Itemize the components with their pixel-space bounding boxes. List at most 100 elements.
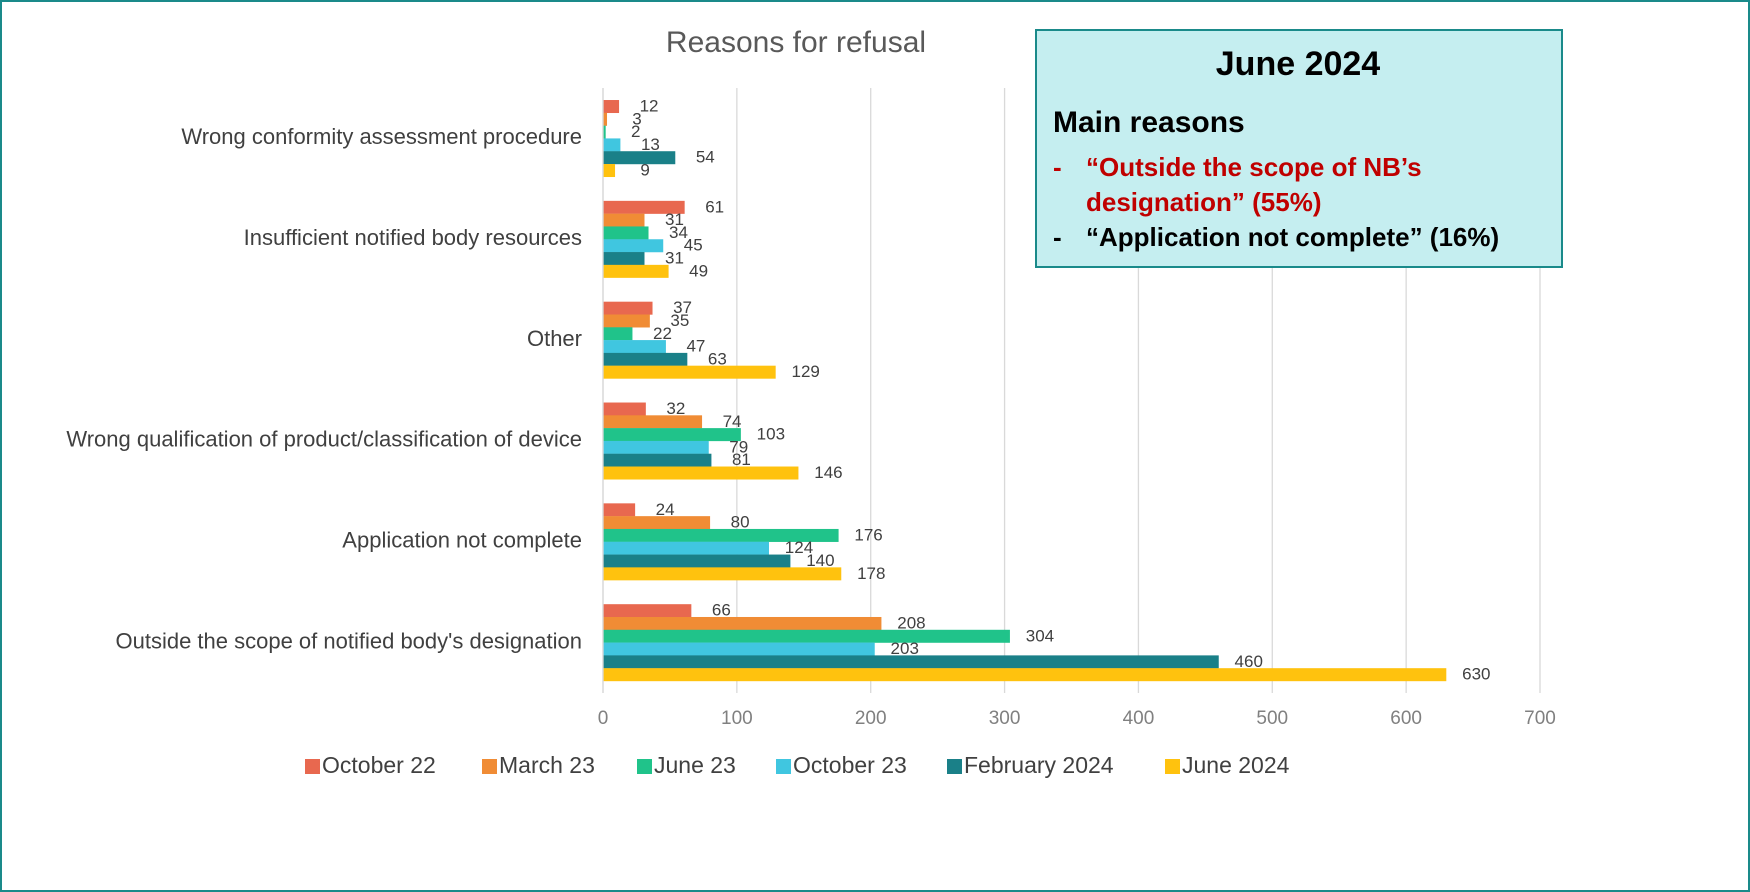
legend-swatch: [947, 759, 962, 774]
bar: [603, 138, 621, 152]
bar: [603, 402, 646, 416]
x-tick-label: 600: [1390, 708, 1422, 729]
bar: [603, 604, 692, 618]
legend-label: June 2024: [1182, 752, 1290, 778]
legend-swatch: [482, 759, 497, 774]
data-label: 63: [708, 349, 727, 368]
data-label: 31: [665, 249, 684, 268]
data-label: 54: [696, 148, 715, 167]
data-label: 31: [665, 210, 684, 229]
bar: [603, 314, 650, 328]
bar: [603, 567, 842, 581]
data-label: 630: [1462, 665, 1490, 684]
legend-label: March 23: [499, 752, 595, 778]
data-label: 2: [631, 122, 640, 141]
data-label: 203: [891, 639, 919, 658]
y-tick-label: Insufficient notified body resources: [244, 225, 582, 250]
annotation-bullet: -: [1053, 152, 1062, 182]
legend-label: June 23: [654, 752, 736, 778]
data-label: 13: [641, 135, 660, 154]
legend-swatch: [1165, 759, 1180, 774]
bar: [603, 252, 645, 266]
x-tick-label: 700: [1524, 708, 1556, 729]
bar: [603, 327, 633, 341]
bar: [603, 264, 669, 278]
annotation-bullet: -: [1053, 222, 1062, 252]
bar: [603, 200, 685, 214]
data-label: 178: [857, 564, 885, 583]
annotation-box: [1035, 29, 1563, 268]
bar: [603, 668, 1447, 682]
legend-label: October 23: [793, 752, 907, 778]
data-label: 24: [656, 500, 675, 519]
x-tick-label: 400: [1123, 708, 1155, 729]
bar: [603, 151, 676, 165]
bar: [603, 213, 645, 227]
bar: [603, 516, 711, 530]
bar: [603, 440, 709, 454]
legend-label: October 22: [322, 752, 436, 778]
bar: [603, 554, 791, 568]
annotation-text: designation” (55%): [1086, 187, 1321, 217]
data-label: 79: [729, 437, 748, 456]
x-tick-label: 0: [598, 708, 609, 729]
bar: [603, 616, 882, 630]
data-label: 9: [640, 161, 649, 180]
legend-label: February 2024: [964, 752, 1114, 778]
data-label: 80: [731, 513, 750, 532]
data-label: 146: [814, 463, 842, 482]
bar: [603, 164, 616, 178]
y-tick-label: Other: [527, 326, 582, 351]
y-tick-label: Outside the scope of notified body's des…: [115, 628, 582, 653]
data-label: 74: [723, 412, 742, 431]
data-label: 61: [705, 197, 724, 216]
bar: [603, 239, 664, 253]
x-tick-label: 200: [855, 708, 887, 729]
data-label: 81: [732, 450, 751, 469]
data-label: 37: [673, 298, 692, 317]
legend-swatch: [776, 759, 791, 774]
x-tick-label: 100: [721, 708, 753, 729]
y-tick-label: Wrong conformity assessment procedure: [181, 124, 582, 149]
chart-title: Reasons for refusal: [666, 26, 926, 59]
data-label: 3: [632, 109, 641, 128]
legend-swatch: [305, 759, 320, 774]
bar: [603, 352, 688, 366]
bar: [603, 226, 649, 240]
x-tick-label: 500: [1256, 708, 1288, 729]
data-label: 34: [669, 223, 688, 242]
bar: [603, 642, 875, 656]
data-label: 124: [785, 538, 813, 557]
data-label: 32: [666, 399, 685, 418]
bar: [603, 301, 653, 315]
bar: [603, 655, 1219, 669]
data-label: 176: [854, 525, 882, 544]
annotation-title: June 2024: [1216, 45, 1381, 83]
data-label: 129: [791, 362, 819, 381]
data-label: 12: [640, 97, 659, 116]
data-label: 208: [897, 613, 925, 632]
legend-swatch: [637, 759, 652, 774]
bar: [603, 340, 666, 354]
data-label: 304: [1026, 626, 1054, 645]
y-tick-label: Application not complete: [342, 528, 582, 553]
annotation-text: “Application not complete” (16%): [1086, 222, 1499, 252]
bar: [603, 528, 839, 542]
data-label: 103: [757, 425, 785, 444]
bar: [603, 112, 608, 126]
data-label: 47: [686, 337, 705, 356]
annotation-heading: Main reasons: [1053, 106, 1245, 139]
bar: [603, 125, 606, 139]
data-label: 66: [712, 601, 731, 620]
bar: [603, 629, 1010, 643]
data-label: 35: [670, 311, 689, 330]
bar: [603, 541, 769, 555]
bar: [603, 365, 776, 379]
data-label: 460: [1235, 652, 1263, 671]
annotation-text: “Outside the scope of NB’s: [1086, 152, 1422, 182]
data-label: 140: [806, 551, 834, 570]
y-tick-label: Wrong qualification of product/classific…: [66, 427, 582, 452]
bar: [603, 415, 703, 429]
bar: [603, 100, 620, 114]
